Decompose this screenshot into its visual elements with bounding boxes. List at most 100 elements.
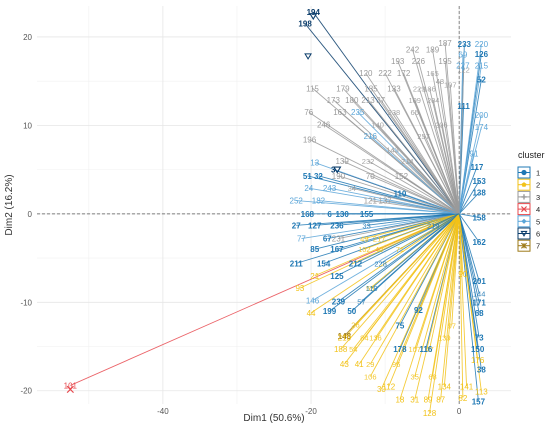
point-label: 82 [458,394,467,403]
point-label: 165 [426,69,439,78]
arrow-segment [308,187,460,215]
point-label: 153 [472,177,486,186]
arrow-segment [375,213,460,338]
arrow-segment [318,175,460,215]
arrow-segment [309,139,460,215]
point-label: 204 [427,96,440,105]
point-label: 51 [303,172,312,181]
point-label: 143 [386,145,399,154]
point-label: 115 [306,84,319,93]
point-label: 144 [473,289,486,298]
point-label: 188 [334,345,348,354]
arrow-segment [459,213,480,218]
legend-label: 2 [536,181,540,190]
point-label: 220 [475,40,489,49]
point-label: 257 [417,132,430,141]
arrow-segment [369,213,460,377]
point-label: 158 [472,213,486,222]
point-label: 196 [303,136,317,145]
point-label: 222 [378,69,392,78]
arrow-segment [364,213,460,240]
arrow-segment [458,166,478,215]
arrow-segment [406,160,460,215]
arrow-segment [458,213,480,294]
x-tick-label: -20 [305,407,317,416]
point-label: 106 [364,373,377,382]
point-label: 243 [323,184,337,193]
arrow-segment [414,213,460,400]
arrow-segment [451,213,460,326]
arrow-segment [393,88,460,215]
legend-label: 3 [536,193,540,202]
arrow-segment [458,65,482,214]
point-label: 84 [360,334,368,343]
y-tick-label: 20 [23,33,32,42]
point-label: 163 [333,108,347,117]
point-marker [520,230,528,237]
point-label: 180 [345,96,359,105]
arrow-segment [336,213,460,277]
arrow-segment [395,213,460,365]
point-label: 152 [395,172,409,181]
arrow-segment [312,11,460,215]
point-label: 119 [366,284,378,293]
point-label: 186 [423,84,436,93]
y-tick-label: -10 [20,298,32,307]
point-label: 155 [360,210,374,219]
point-marker [521,242,527,249]
legend-label: 6 [536,230,540,239]
point-label: 127 [308,221,322,230]
point-label: 136 [369,334,382,343]
arrow-segment [449,84,460,214]
arrow-segment [369,213,460,365]
point-label: 101 [64,381,78,390]
arrow-segment [340,213,460,350]
point-label: 126 [475,50,489,59]
point-label: 40 [375,245,383,254]
arrow-segment [310,213,460,314]
point-label: 69 [458,51,467,60]
arrow-segments [70,11,482,413]
point-label: 157 [472,397,486,406]
point-label: 215 [475,61,489,70]
point-label: 65 [411,108,419,117]
axes: -40 -20 0 -20 -10 0 10 20 [20,6,511,416]
arrow-segment [366,213,460,226]
legend-label: 1 [536,169,540,178]
point-label: 190 [332,172,346,181]
arrow-segment [423,135,460,215]
arrow-segment [377,124,460,215]
point-label: 33 [362,221,370,230]
x-axis-title: Dim1 (50.6%) [243,413,304,424]
arrow-segment [433,213,460,226]
y-tick-label: 10 [23,121,32,130]
point-marker [520,206,528,213]
arrow-segment [380,99,460,215]
point-label: 107 [408,345,421,354]
point-label: 239 [332,297,346,306]
x-tick-label: 0 [457,407,462,416]
point-label: 120 [359,69,373,78]
arrow-segment [432,213,460,377]
arrow-segment [370,175,460,215]
point-label: 238 [388,108,401,117]
point-label: 162 [472,238,486,247]
arrow-segment [371,213,460,289]
arrow-segment [458,213,464,275]
point-label: 200 [475,111,489,120]
point-label: 210 [338,334,352,343]
point-label: 53 [366,284,374,293]
arrow-segment [318,200,460,215]
point-marker [521,218,527,224]
point-label: 198 [298,20,312,29]
point-label: 32 [314,172,323,181]
arrow-segment [458,213,480,282]
point-label: 38 [477,366,486,375]
point-label: 134 [438,382,452,391]
arrow-segment [314,162,460,215]
point-label: 26 [351,320,359,329]
point-label: 252 [290,197,304,206]
point-label: 29 [366,360,374,369]
